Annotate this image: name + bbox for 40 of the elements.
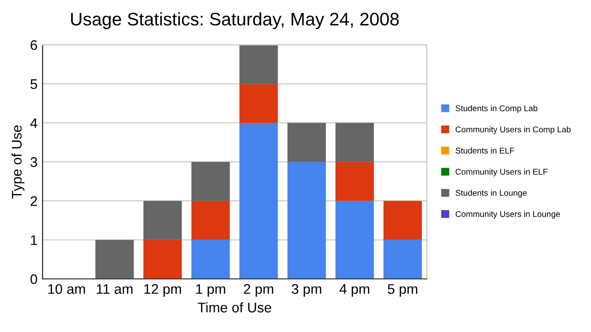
legend-label: Community Users in Comp Lab [456, 126, 571, 134]
x-tick-label: 10 am [48, 284, 85, 294]
bar [95, 240, 134, 279]
chart-title: Usage Statistics: Saturday, May 24, 2008 [71, 12, 399, 30]
legend-label: Students in Comp Lab [456, 105, 538, 113]
bar [383, 240, 422, 279]
x-tick-label: 4 pm [340, 284, 370, 297]
y-tick-label: 1 [31, 235, 38, 245]
y-tick-label: 0 [30, 274, 38, 284]
legend-label: Community Users in Lounge [456, 210, 560, 219]
y-axis-title: Type of Use [11, 125, 24, 199]
y-tick-label: 3 [30, 157, 38, 168]
x-tick-label: 11 am [96, 284, 132, 294]
x-tick-label: 12 pm [144, 284, 181, 297]
bar [287, 122, 326, 162]
bar [239, 84, 278, 123]
y-tick-label: 5 [30, 79, 38, 89]
legend-label: Students in Lounge [456, 190, 527, 198]
bar [191, 200, 230, 240]
y-tick-label: 2 [30, 196, 37, 206]
x-tick-label: 3 pm [292, 284, 322, 297]
bar [335, 162, 374, 201]
x-axis-title: Time of Use [198, 302, 272, 312]
x-tick-label: 2 pm [244, 284, 274, 297]
bar [239, 44, 278, 84]
bar [143, 240, 182, 279]
x-tick-label: 5 pm [388, 284, 418, 297]
bar [191, 240, 230, 279]
x-tick-label: 1 pm [196, 284, 226, 297]
bar [239, 122, 278, 279]
y-tick-label: 6 [30, 40, 38, 50]
bar [335, 122, 374, 162]
bar [335, 200, 374, 279]
bar [383, 200, 422, 240]
legend-label: Students in ELF [456, 147, 514, 154]
bar [287, 162, 326, 279]
bar [143, 200, 182, 240]
y-tick-label: 4 [30, 118, 38, 128]
legend-label: Community Users in ELF [456, 168, 548, 176]
bar [191, 162, 230, 201]
